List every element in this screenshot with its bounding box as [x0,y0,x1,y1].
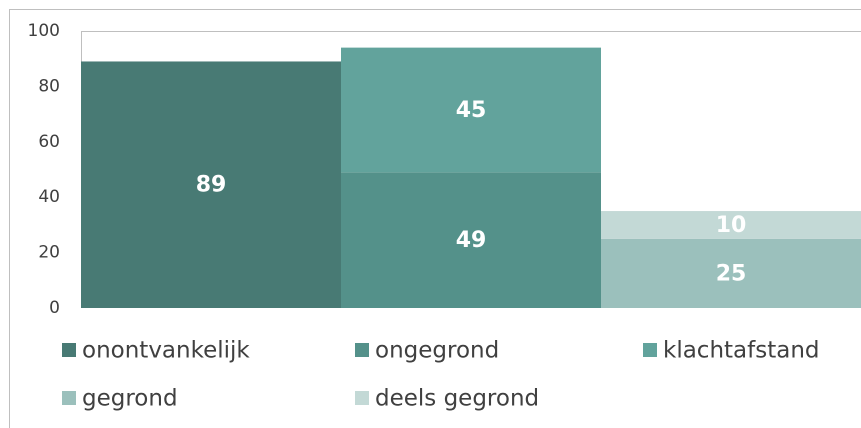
legend-swatch [62,391,76,405]
data-label: 49 [456,228,487,253]
bar-segment [601,238,861,308]
data-label: 89 [196,173,227,198]
y-tick-label: 60 [38,132,60,152]
data-label: 10 [716,213,747,238]
y-tick-label: 80 [38,76,60,96]
y-tick-label: 100 [28,21,60,41]
legend-label: gegrond [82,386,178,412]
legend-label: onontvankelijk [82,338,250,364]
legend-swatch [62,343,76,357]
bar-segment [601,211,861,239]
data-label: 45 [456,98,487,123]
legend-label: deels gegrond [375,386,539,412]
legend-swatch [643,343,657,357]
legend-swatch [355,343,369,357]
bar-segment [341,172,601,308]
y-tick-label: 0 [49,298,60,318]
bar-segment [81,61,341,308]
chart-frame [9,9,861,428]
y-tick-label: 20 [38,243,60,263]
legend-label: klachtafstand [663,338,820,364]
legend-swatch [355,391,369,405]
bar-segment [341,47,601,173]
legend-label: ongegrond [375,338,499,364]
y-tick-label: 40 [38,187,60,207]
data-label: 25 [716,261,747,286]
